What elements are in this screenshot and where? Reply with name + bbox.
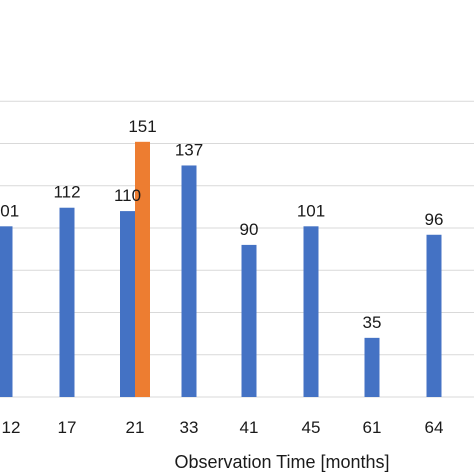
x-tick-41: 41 [240,418,259,437]
data-label-s0-33: 137 [175,140,203,159]
x-tick-17: 17 [58,418,77,437]
x-tick-45: 45 [302,418,321,437]
x-tick-61: 61 [363,418,382,437]
bar-s0-61 [364,337,380,397]
bars [0,141,442,397]
data-label-s0-21: 110 [114,186,141,205]
x-tick-33: 33 [180,418,199,437]
bar-s0-21 [120,211,135,397]
data-label-s1-21: 151 [128,117,156,136]
bar-s0-41 [241,244,257,397]
bar-s0-64 [426,234,442,397]
bar-s0-45 [303,226,319,397]
x-tick-12: 12 [2,418,21,437]
data-label-s0-61: 35 [363,313,382,332]
bar-s0-33 [181,165,197,397]
bar-s0-17 [59,207,75,397]
data-label-s0-64: 96 [425,210,444,229]
x-tick-labels: 12 17 21 33 41 45 61 64 [2,418,444,437]
data-labels: 101 112 110 137 90 101 35 96 151 [0,117,443,332]
gridlines [0,100,474,398]
data-label-s0-45: 101 [297,201,325,220]
x-tick-64: 64 [425,418,444,437]
bar-s1-21 [135,141,150,397]
x-tick-21: 21 [126,418,145,437]
bar-s0-12 [0,226,13,397]
data-label-s0-41: 90 [240,220,259,239]
data-label-s0-12: 101 [0,201,19,220]
x-axis-title: Observation Time [months] [174,452,389,472]
data-label-s0-17: 112 [53,183,80,202]
